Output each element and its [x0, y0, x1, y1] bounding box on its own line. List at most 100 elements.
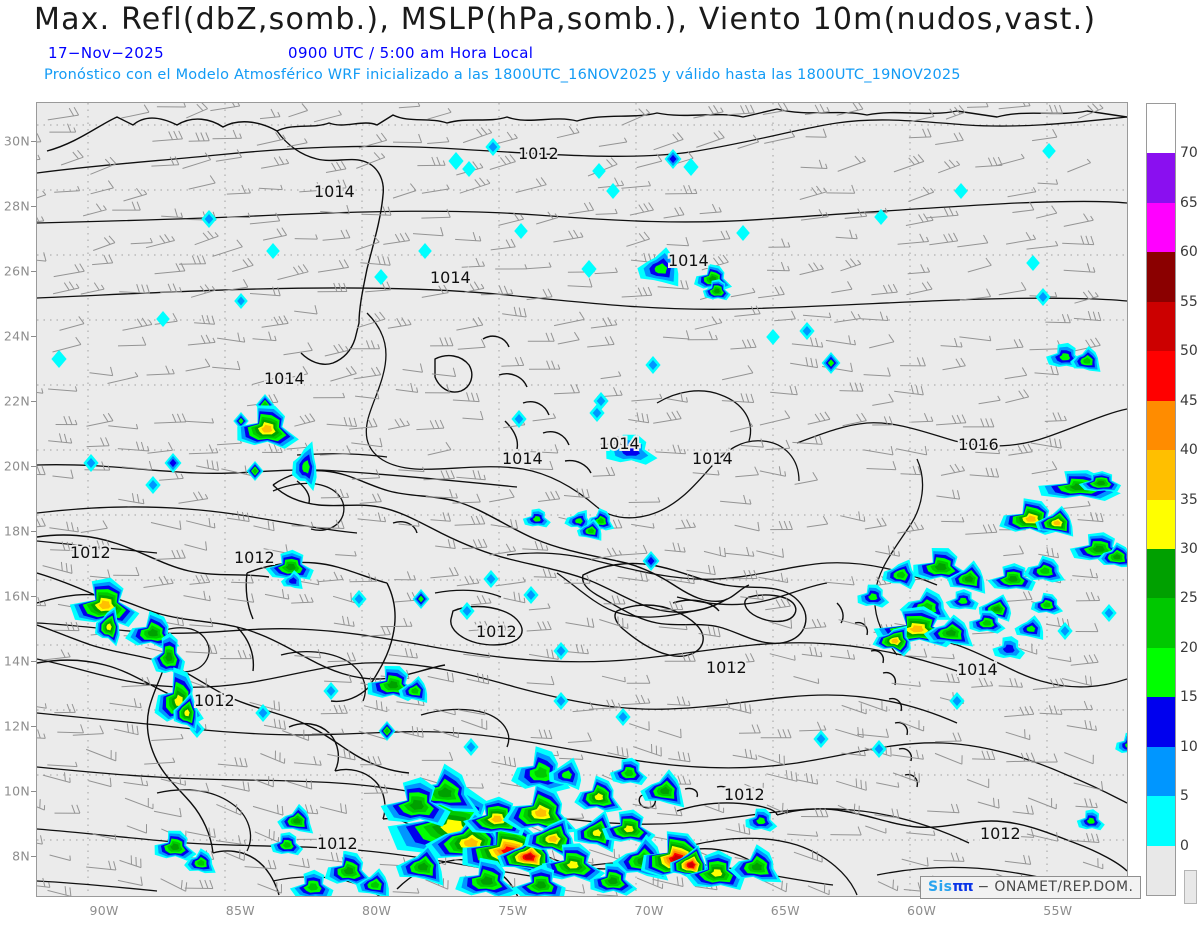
wind-barb	[109, 698, 142, 709]
wind-barb	[223, 279, 249, 292]
wind-barb	[396, 726, 424, 738]
wind-barb	[360, 255, 391, 266]
reflectivity-cell	[683, 158, 699, 176]
reflectivity-cell	[1025, 515, 1037, 522]
wind-barb	[959, 335, 992, 342]
wind-barb	[900, 648, 928, 658]
wind-barb	[425, 489, 458, 499]
wind-barb	[825, 576, 855, 586]
colorbar-tick-label: 65	[1180, 194, 1198, 211]
wind-barb	[217, 757, 248, 768]
reflectivity-cell	[156, 311, 170, 327]
wind-barb	[957, 234, 989, 248]
wind-barb	[60, 149, 84, 166]
reflectivity-cell	[548, 835, 558, 843]
wind-barb	[363, 784, 389, 794]
wind-barb	[457, 338, 486, 350]
reflectivity-cell	[556, 696, 566, 706]
y-axis-label: 28N	[3, 198, 30, 214]
wind-barb	[90, 180, 114, 195]
reflectivity-cell	[1096, 480, 1106, 486]
wind-barb	[1074, 290, 1099, 304]
wind-barb	[184, 541, 208, 551]
wind-barb	[398, 466, 425, 473]
wind-barb	[108, 423, 139, 430]
wind-barb	[156, 103, 186, 108]
reflectivity-cell	[1059, 353, 1071, 361]
wind-barb	[908, 128, 932, 139]
wind-barb	[123, 187, 148, 202]
wind-barb	[877, 879, 899, 892]
reflectivity-cell	[486, 574, 496, 584]
wind-barb	[121, 676, 151, 688]
wind-barb	[657, 279, 689, 290]
wind-barb	[945, 105, 966, 120]
colorbar-tick-label: 15	[1180, 689, 1198, 706]
wind-barb	[261, 315, 289, 328]
wind-barb	[969, 467, 1000, 478]
wind-barb	[864, 517, 887, 530]
colorbar-tick-label: 35	[1180, 491, 1198, 508]
wind-barb	[1004, 367, 1028, 380]
wind-barb	[320, 204, 350, 215]
wind-barb	[86, 860, 117, 871]
wind-barb	[844, 208, 868, 219]
reflectivity-cell	[816, 734, 826, 744]
wind-barb	[118, 493, 145, 505]
wind-barb	[416, 419, 445, 431]
reflectivity-cell	[868, 593, 878, 601]
wind-barb	[894, 384, 924, 396]
wind-barb	[462, 410, 484, 421]
map-plot-area[interactable]: 1012 1014 1014 1014 1014 1014 1014 1014 1016 1012…	[36, 102, 1128, 897]
wind-barb	[631, 523, 655, 529]
wind-barb	[1039, 705, 1063, 715]
reflectivity-colorbar[interactable]	[1146, 103, 1176, 896]
wind-barb	[92, 833, 117, 840]
wind-barb	[830, 649, 856, 660]
reflectivity-cell	[1026, 255, 1040, 271]
wind-barb	[687, 331, 718, 341]
wind-barb	[88, 777, 112, 788]
wind-barb	[430, 337, 454, 347]
x-axis-label: 65W	[770, 903, 800, 918]
wind-barb	[616, 544, 648, 556]
wind-barb	[807, 411, 831, 425]
reflectivity-cell	[1043, 602, 1051, 608]
wind-barb	[495, 264, 528, 270]
wind-barb	[452, 392, 480, 403]
wind-barb	[665, 185, 698, 195]
wind-barb	[732, 748, 758, 760]
wind-barb	[800, 209, 829, 221]
isobar-labels: 1012 1014 1014 1014 1014 1014 1014 1014 1016 1012…	[68, 142, 1023, 855]
reflectivity-cell	[647, 556, 655, 566]
wind-barb	[972, 750, 996, 760]
wind-barb	[863, 445, 894, 456]
wind-barb	[906, 830, 936, 836]
wind-barb	[335, 551, 357, 557]
weather-map-svg: 1012 1014 1014 1014 1014 1014 1014 1014 1016 1012…	[37, 103, 1127, 896]
wind-barb	[653, 410, 682, 424]
scrollbar-thumb[interactable]	[1184, 870, 1197, 904]
y-axis-label: 24N	[3, 328, 30, 344]
reflectivity-cell	[463, 837, 479, 847]
reflectivity-cell	[802, 326, 812, 336]
wind-barb	[217, 332, 246, 343]
reflectivity-cell	[954, 183, 968, 199]
wind-barb	[841, 703, 867, 715]
wind-barb	[317, 282, 348, 293]
reflectivity-cell	[261, 424, 273, 433]
wind-barb	[88, 540, 111, 550]
wind-barb	[360, 756, 382, 766]
reflectivity-cell	[266, 243, 280, 259]
wind-barb	[930, 673, 960, 684]
wind-barb	[765, 597, 791, 611]
wind-barb	[189, 617, 214, 628]
wind-barb	[664, 542, 686, 553]
wind-barb	[427, 672, 455, 683]
wind-barb	[600, 371, 622, 380]
wind-barb	[874, 808, 900, 819]
x-axis-label: 75W	[498, 903, 528, 918]
wind-barb	[471, 595, 492, 606]
colorbar-band	[1147, 351, 1175, 401]
wind-barb	[1077, 512, 1104, 523]
